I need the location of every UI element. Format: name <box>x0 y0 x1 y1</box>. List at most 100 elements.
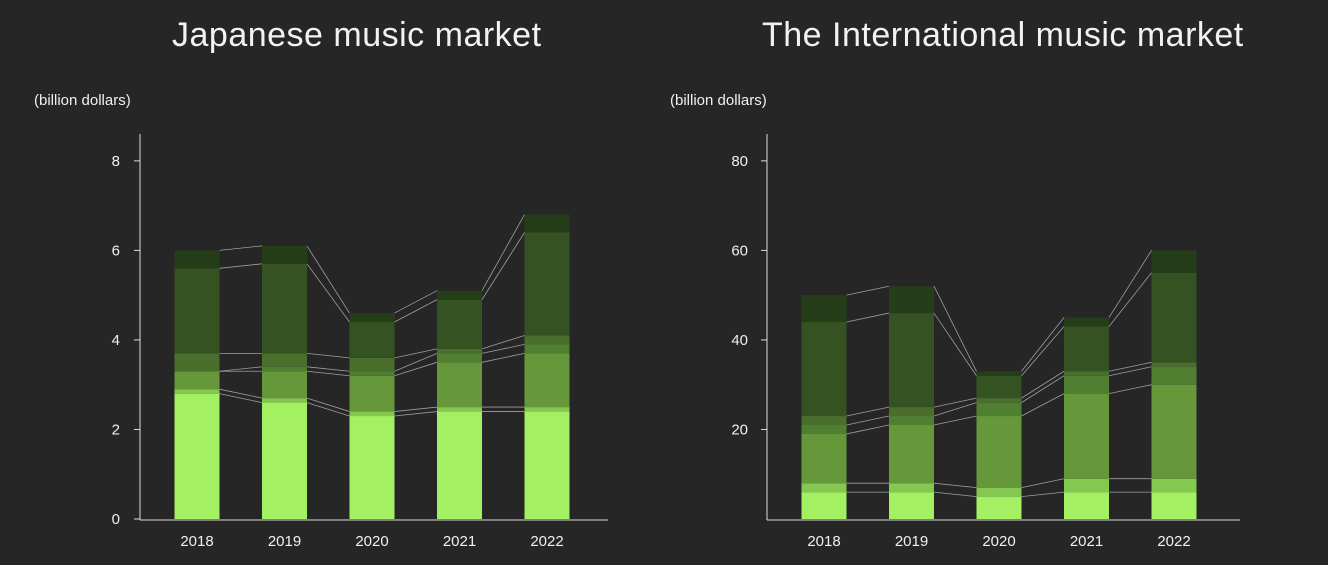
connector-line <box>933 286 977 372</box>
bar-segment <box>1151 366 1197 385</box>
connector-line <box>306 366 350 372</box>
bar-segment <box>524 232 570 336</box>
connector-line <box>846 312 890 323</box>
connector-line <box>1021 478 1065 489</box>
connector-line <box>846 285 890 296</box>
bar-segment <box>889 407 934 417</box>
bar-segment <box>889 313 934 408</box>
bar-segment <box>1151 250 1197 273</box>
bar-segment <box>174 268 220 354</box>
bar-segment <box>437 348 482 354</box>
x-tick-label: 2018 <box>807 533 840 550</box>
connector-line <box>1021 317 1065 372</box>
bar-segment <box>801 322 847 417</box>
connector-line <box>219 366 263 372</box>
bar-segment <box>524 214 570 233</box>
bar-segment <box>262 371 307 399</box>
connector-line <box>481 335 525 350</box>
bar-segment <box>801 483 847 493</box>
bar-segment <box>976 416 1022 488</box>
bar-segment <box>349 313 395 323</box>
bar-segment <box>262 402 307 519</box>
connector-line <box>1021 370 1065 399</box>
bar-segment <box>1151 492 1197 519</box>
x-tick-label: 2020 <box>982 533 1015 550</box>
bar-segment <box>262 398 307 403</box>
bar-segment <box>1151 272 1197 363</box>
bar-segment <box>1064 478 1109 493</box>
bar-segment <box>889 424 934 484</box>
bar-segment <box>524 353 570 408</box>
bar-segment <box>801 424 847 434</box>
connector-line <box>306 397 350 412</box>
bar-segment <box>262 263 307 354</box>
bar-segment <box>174 389 220 394</box>
x-tick-label: 2020 <box>355 533 388 550</box>
y-tick-label: 40 <box>731 332 748 349</box>
connector-line <box>1108 366 1152 377</box>
y-tick-label: 2 <box>112 421 120 438</box>
y-tick-label: 80 <box>731 153 748 170</box>
connector-line <box>933 491 977 498</box>
y-tick-label: 4 <box>112 332 120 349</box>
bar-segment <box>349 375 395 412</box>
connector-line <box>306 402 350 417</box>
x-tick-label: 2019 <box>268 533 301 550</box>
bar-segment <box>174 371 220 390</box>
connector-line <box>394 411 438 417</box>
bar-segment <box>889 492 934 519</box>
connector-line <box>1021 375 1065 403</box>
connector-line <box>933 312 977 376</box>
bar-segment <box>349 371 395 376</box>
connector-line <box>306 263 350 323</box>
bar-segment <box>437 290 482 300</box>
bar-segment <box>1064 371 1109 376</box>
bar-segment <box>801 295 847 323</box>
bar-segment <box>262 245 307 264</box>
connector-line <box>394 352 438 372</box>
bar-segment <box>437 362 482 408</box>
connector-line <box>481 352 525 363</box>
connector-line <box>1108 384 1152 395</box>
bar-segment <box>889 416 934 425</box>
connector-line <box>933 397 977 408</box>
connector-line <box>219 263 263 269</box>
bar-segment <box>976 402 1022 417</box>
y-tick-label: 0 <box>112 511 120 528</box>
connector-line <box>1021 326 1065 377</box>
chart-title: The International music market <box>762 16 1244 54</box>
bar-segment <box>976 371 1022 376</box>
bar-segment <box>349 357 395 372</box>
connector-line <box>481 232 525 300</box>
bar-segment <box>437 299 482 349</box>
connector-line <box>394 290 438 314</box>
bar-segment <box>1064 317 1109 327</box>
bar-segment <box>524 411 570 519</box>
x-tick-label: 2021 <box>1070 533 1103 550</box>
connector-line <box>1108 272 1152 327</box>
bar-segment <box>174 353 220 372</box>
connector-line <box>846 406 890 417</box>
bar-segment <box>1151 384 1197 479</box>
bar-segment <box>801 433 847 484</box>
bar-segment <box>976 496 1022 519</box>
connector-line <box>219 393 263 403</box>
connector-line <box>306 352 350 359</box>
connector-line <box>1108 250 1152 318</box>
bar-segment <box>524 335 570 345</box>
bar-segment <box>1064 393 1109 479</box>
bar-segment <box>801 416 847 425</box>
bar-segment <box>524 407 570 412</box>
x-tick-label: 2019 <box>895 533 928 550</box>
x-tick-label: 2021 <box>443 533 476 550</box>
bar-segment <box>1064 375 1109 394</box>
bar-segment <box>1064 492 1109 519</box>
y-tick-label: 8 <box>112 153 120 170</box>
bar-segment <box>889 483 934 493</box>
chart-title: Japanese music market <box>172 16 542 54</box>
bar-segment <box>437 407 482 412</box>
bar-segment <box>1064 326 1109 372</box>
y-tick-label: 60 <box>731 242 748 259</box>
connector-line <box>1021 491 1065 498</box>
connector-line <box>1021 393 1065 417</box>
